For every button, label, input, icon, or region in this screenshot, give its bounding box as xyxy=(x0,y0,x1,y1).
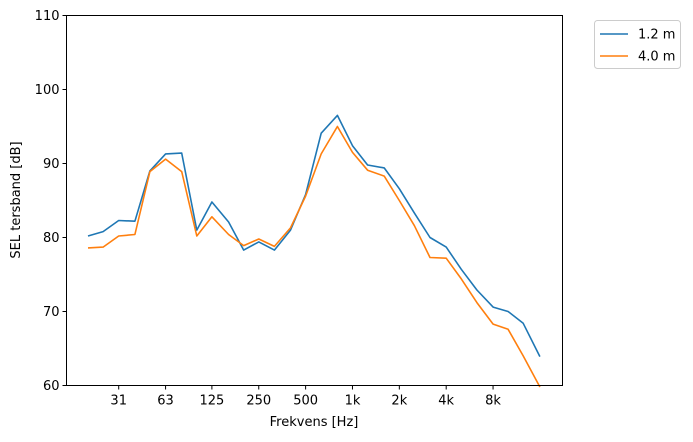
y-axis-label: SEL tersband [dB] xyxy=(9,141,24,258)
y-axis: 60 70 80 90 100 110 xyxy=(35,9,67,394)
series-line-1-2-m xyxy=(88,115,540,356)
x-tick-label: 1k xyxy=(345,394,361,409)
y-tick-label: 70 xyxy=(43,305,60,320)
y-tick-label: 90 xyxy=(43,157,60,172)
x-tick-label: 31 xyxy=(110,394,127,409)
x-tick-label: 500 xyxy=(293,394,318,409)
y-tick-label: 80 xyxy=(43,231,60,246)
legend-label: 1.2 m xyxy=(638,28,675,43)
y-tick-label: 110 xyxy=(35,9,60,24)
y-tick-label: 100 xyxy=(35,83,60,98)
y-tick-label: 60 xyxy=(43,379,60,394)
x-tick-label: 2k xyxy=(391,394,407,409)
x-tick-label: 125 xyxy=(199,394,224,409)
legend: 1.2 m 4.0 m xyxy=(595,21,681,69)
x-axis: 31 63 125 250 500 1k 2k 4k 8k xyxy=(110,386,501,409)
legend-label: 4.0 m xyxy=(638,50,675,65)
x-axis-label: Frekvens [Hz] xyxy=(270,415,359,430)
x-tick-label: 4k xyxy=(438,394,454,409)
x-tick-label: 8k xyxy=(485,394,501,409)
x-tick-label: 63 xyxy=(157,394,174,409)
series-lines xyxy=(88,115,540,387)
x-tick-label: 250 xyxy=(246,394,271,409)
